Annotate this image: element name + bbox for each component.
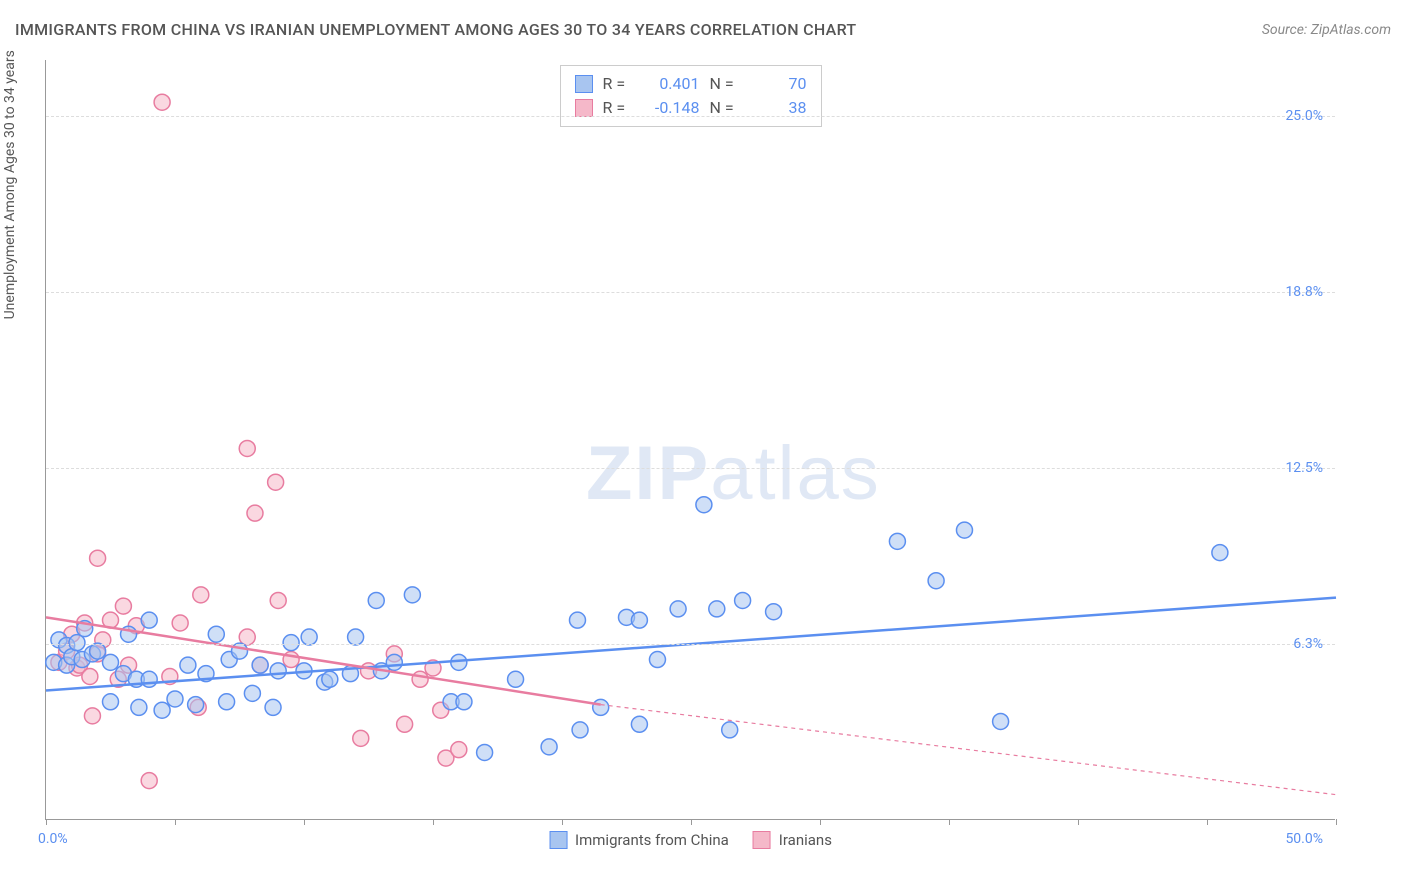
- scatter-point: [412, 671, 428, 687]
- scatter-svg: [46, 60, 1335, 819]
- scatter-point: [239, 440, 255, 456]
- scatter-point: [889, 533, 905, 549]
- scatter-point: [188, 697, 204, 713]
- scatter-point: [115, 598, 131, 614]
- scatter-point: [103, 694, 119, 710]
- scatter-point: [722, 722, 738, 738]
- x-tick-label: 0.0%: [38, 831, 68, 847]
- trend-line-ext: [601, 705, 1336, 795]
- scatter-point: [670, 601, 686, 617]
- scatter-point: [322, 671, 338, 687]
- scatter-point: [569, 612, 585, 628]
- scatter-point: [232, 643, 248, 659]
- x-tick: [433, 819, 434, 825]
- scatter-point: [131, 699, 147, 715]
- y-tick-label: 25.0%: [1285, 108, 1323, 124]
- scatter-point: [593, 699, 609, 715]
- gridline: [46, 292, 1335, 293]
- scatter-point: [270, 592, 286, 608]
- scatter-point: [477, 744, 493, 760]
- scatter-point: [252, 657, 268, 673]
- x-tick: [1207, 819, 1208, 825]
- scatter-point: [353, 730, 369, 746]
- swatch-china: [575, 75, 593, 93]
- scatter-point: [368, 592, 384, 608]
- swatch-china-bottom: [549, 831, 567, 849]
- x-tick-label: 50.0%: [1285, 831, 1323, 847]
- scatter-point: [386, 654, 402, 670]
- scatter-point: [219, 694, 235, 710]
- title-bar: IMMIGRANTS FROM CHINA VS IRANIAN UNEMPLO…: [15, 20, 1391, 39]
- scatter-point: [268, 474, 284, 490]
- scatter-point: [348, 629, 364, 645]
- scatter-point: [928, 573, 944, 589]
- scatter-point: [956, 522, 972, 538]
- scatter-point: [735, 592, 751, 608]
- x-tick: [175, 819, 176, 825]
- scatter-point: [103, 654, 119, 670]
- scatter-point: [283, 635, 299, 651]
- scatter-point: [766, 604, 782, 620]
- scatter-point: [456, 694, 472, 710]
- scatter-point: [193, 587, 209, 603]
- scatter-point: [141, 671, 157, 687]
- source-label: Source: ZipAtlas.com: [1262, 22, 1391, 38]
- gridline: [46, 468, 1335, 469]
- scatter-point: [265, 699, 281, 715]
- scatter-point: [167, 691, 183, 707]
- y-tick-label: 6.3%: [1293, 636, 1323, 652]
- scatter-point: [541, 739, 557, 755]
- x-tick: [562, 819, 563, 825]
- scatter-point: [154, 702, 170, 718]
- scatter-point: [154, 94, 170, 110]
- y-tick-label: 12.5%: [1285, 460, 1323, 476]
- x-tick: [1078, 819, 1079, 825]
- y-axis-label: Unemployment Among Ages 30 to 34 years: [2, 50, 18, 319]
- scatter-point: [709, 601, 725, 617]
- scatter-point: [172, 615, 188, 631]
- y-tick-label: 18.8%: [1285, 284, 1323, 300]
- x-tick: [304, 819, 305, 825]
- scatter-point: [508, 671, 524, 687]
- x-tick: [691, 819, 692, 825]
- gridline: [46, 116, 1335, 117]
- scatter-point: [90, 550, 106, 566]
- scatter-point: [208, 626, 224, 642]
- scatter-point: [572, 722, 588, 738]
- bottom-legend: Immigrants from China Iranians: [549, 831, 832, 849]
- scatter-point: [993, 713, 1009, 729]
- scatter-point: [696, 497, 712, 513]
- scatter-point: [141, 612, 157, 628]
- scatter-point: [397, 716, 413, 732]
- legend-item-iran: Iranians: [753, 831, 832, 849]
- chart-title: IMMIGRANTS FROM CHINA VS IRANIAN UNEMPLO…: [15, 20, 856, 39]
- scatter-point: [270, 663, 286, 679]
- scatter-point: [244, 685, 260, 701]
- scatter-point: [649, 652, 665, 668]
- scatter-point: [631, 612, 647, 628]
- scatter-point: [141, 773, 157, 789]
- scatter-point: [82, 668, 98, 684]
- scatter-point: [451, 742, 467, 758]
- legend-item-china: Immigrants from China: [549, 831, 729, 849]
- scatter-point: [404, 587, 420, 603]
- scatter-point: [180, 657, 196, 673]
- correlation-legend: R = 0.401 N = 70 R = -0.148 N = 38: [560, 65, 822, 127]
- scatter-point: [90, 643, 106, 659]
- swatch-iran: [575, 99, 593, 117]
- scatter-point: [631, 716, 647, 732]
- plot-area: ZIPatlas R = 0.401 N = 70 R = -0.148 N =…: [45, 60, 1335, 820]
- legend-row-china: R = 0.401 N = 70: [575, 72, 807, 96]
- scatter-point: [84, 708, 100, 724]
- scatter-point: [247, 505, 263, 521]
- x-tick: [949, 819, 950, 825]
- scatter-point: [1212, 545, 1228, 561]
- x-tick: [820, 819, 821, 825]
- x-tick: [46, 819, 47, 825]
- x-tick: [1336, 819, 1337, 825]
- swatch-iran-bottom: [753, 831, 771, 849]
- scatter-point: [301, 629, 317, 645]
- gridline: [46, 644, 1335, 645]
